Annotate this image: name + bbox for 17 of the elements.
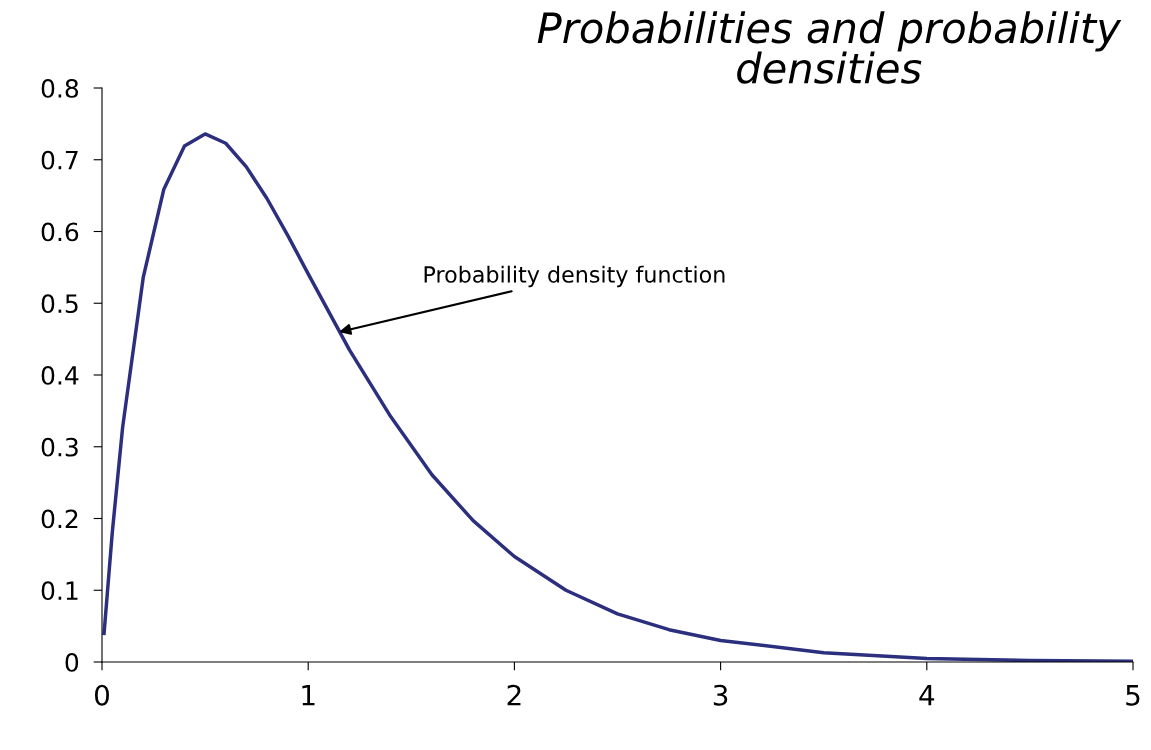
annotation: Probability density function xyxy=(424,265,725,288)
y-tick-label: 0.5 xyxy=(41,294,78,314)
y-tick-label: 0.8 xyxy=(41,78,79,98)
y-tick-label: 0.4 xyxy=(41,365,79,385)
y-tick-label: 0.2 xyxy=(41,509,78,529)
chart-title: Probabilities and probability densities xyxy=(537,11,1122,84)
x-tick-label: 5 xyxy=(1126,685,1140,706)
y-tick-label: 0 xyxy=(65,652,79,672)
y-tick-label: 0.7 xyxy=(41,150,78,170)
y-tick-label: 0.3 xyxy=(41,437,78,457)
x-tick-label: 2 xyxy=(507,684,521,706)
y-tick-label: 0.1 xyxy=(41,581,78,601)
x-tick-label: 0 xyxy=(94,684,109,706)
y-tick-label: 0.6 xyxy=(41,222,79,242)
x-tick-label: 3 xyxy=(713,684,728,706)
x-tick-label: 1 xyxy=(302,685,315,706)
x-tick-label: 4 xyxy=(919,685,935,706)
